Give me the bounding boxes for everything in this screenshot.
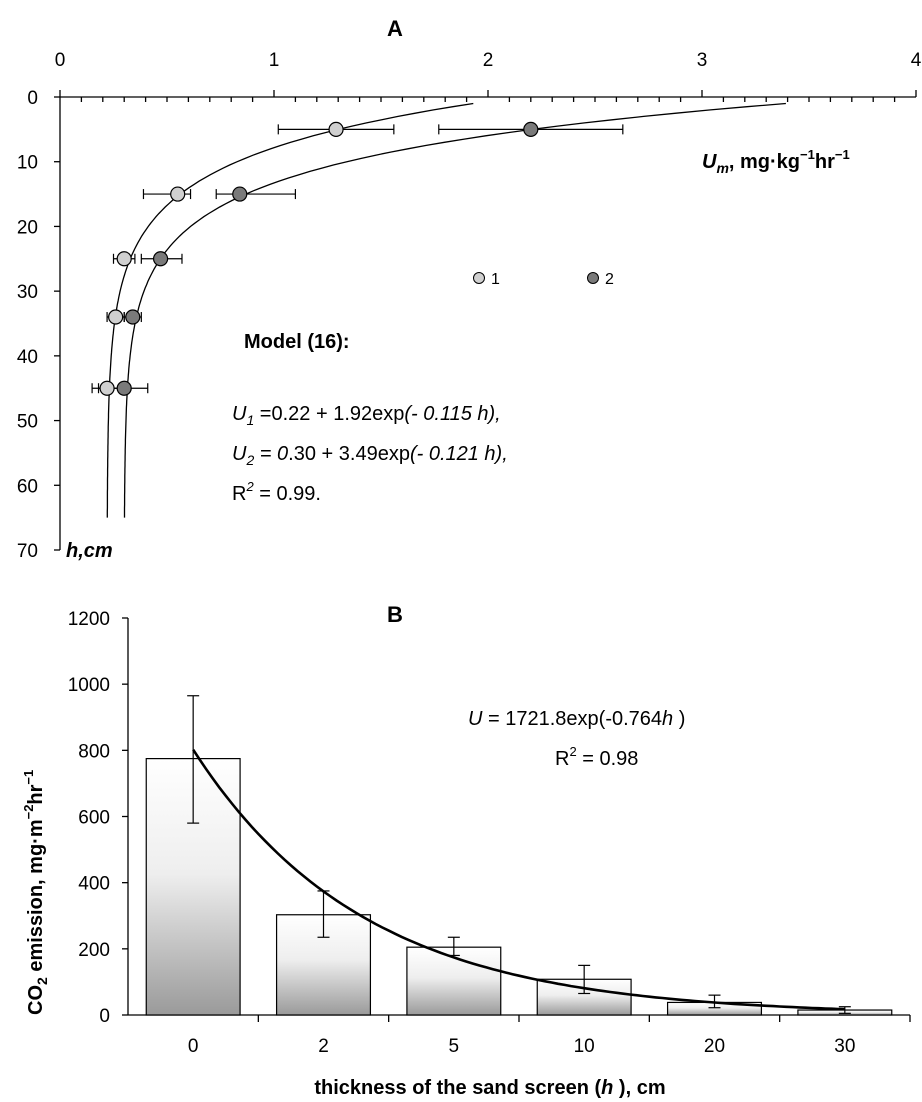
legend-marker-series-1 [473,272,485,284]
data-point-series-2 [152,251,169,267]
y-tick-label: 1000 [68,675,110,696]
y-tick-label: 800 [78,741,110,762]
model-equation-u1: U1 =0.22 + 1.92exp(- 0.115 h), [232,403,501,428]
panel-b-y-axis-label: CO2 emission, mg·m−2hr−1 [21,770,50,1015]
x-tick-label: 0 [55,50,66,71]
y-tick-label: 20 [17,217,38,238]
data-point-series-2 [232,186,248,202]
model-equation-u2: U2 = 0.30 + 3.49exp(- 0.121 h), [232,443,508,468]
data-point-series-1 [99,380,115,396]
x-tick-label: 3 [697,50,708,71]
legend-label-series-1: 1 [491,271,500,288]
panel-a-title: A [387,16,403,41]
x-tick-label: 2 [318,1036,329,1057]
x-tick-label: 5 [449,1036,460,1057]
legend-marker-series-2 [587,272,599,284]
x-tick-label: 1 [269,50,280,71]
bar-5 [406,946,502,1016]
x-tick-label: 30 [834,1036,855,1057]
y-tick-label: 10 [17,153,38,174]
panel-a-model-annotation: Model (16): U1 =0.22 + 1.92exp(- 0.115 h… [232,331,508,505]
y-tick-label: 1200 [68,609,110,630]
panel-a-x-axis-label: Um, mg·kg−1hr−1 [702,147,850,176]
data-point-series-1 [116,251,132,267]
data-point-series-2 [116,380,132,396]
panel-a-y-ticks: 0 10 20 30 40 50 60 70 [17,88,60,562]
panel-a-x-ticks: 0 1 2 3 4 [55,50,922,102]
data-point-series-2 [523,121,539,137]
y-tick-label: 60 [17,476,38,497]
data-point-series-1 [108,309,124,325]
y-tick-label: 40 [17,347,38,368]
panel-b-y-ticks: 0 200 400 600 800 1000 1200 [68,609,128,1027]
model-r-squared: R2 = 0.99. [232,479,321,505]
panel-b-r-squared: R2 = 0.98 [555,744,638,770]
x-tick-label: 20 [704,1036,725,1057]
y-tick-label: 50 [17,412,38,433]
y-tick-label: 0 [99,1006,110,1027]
y-tick-label: 30 [17,282,38,303]
panel-a-y-axis-label: h,cm [66,540,113,562]
data-point-series-2 [125,309,141,325]
panel-b-x-ticks: 0 2 5 10 20 30 [188,1015,911,1057]
data-point-series-1 [170,186,186,202]
panel-b-title: B [387,602,403,627]
panel-a-data-points [91,121,624,396]
y-tick-label: 70 [17,541,38,562]
x-tick-label: 2 [483,50,494,71]
y-tick-label: 200 [78,940,110,961]
panel-b-x-axis-label: thickness of the sand screen (h ), cm [314,1077,665,1099]
panel-a-legend: 1 2 [473,271,614,288]
y-tick-label: 0 [27,88,38,109]
x-tick-label: 10 [574,1036,595,1057]
x-tick-label: 4 [911,50,922,71]
data-point-series-1 [328,121,344,137]
panel-b: B 0 200 400 600 800 1000 1200 0 2 5 10 20 30 U = 17… [21,602,911,1099]
panel-b-equation: U = 1721.8exp(-0.764h ) [468,708,685,730]
legend-label-series-2: 2 [605,271,614,288]
model-curve-series-2 [123,102,786,518]
y-tick-label: 600 [78,808,110,829]
model-heading: Model (16): [244,331,350,353]
x-tick-label: 0 [188,1036,199,1057]
panel-b-fit-curve [192,748,845,1011]
y-tick-label: 400 [78,874,110,895]
